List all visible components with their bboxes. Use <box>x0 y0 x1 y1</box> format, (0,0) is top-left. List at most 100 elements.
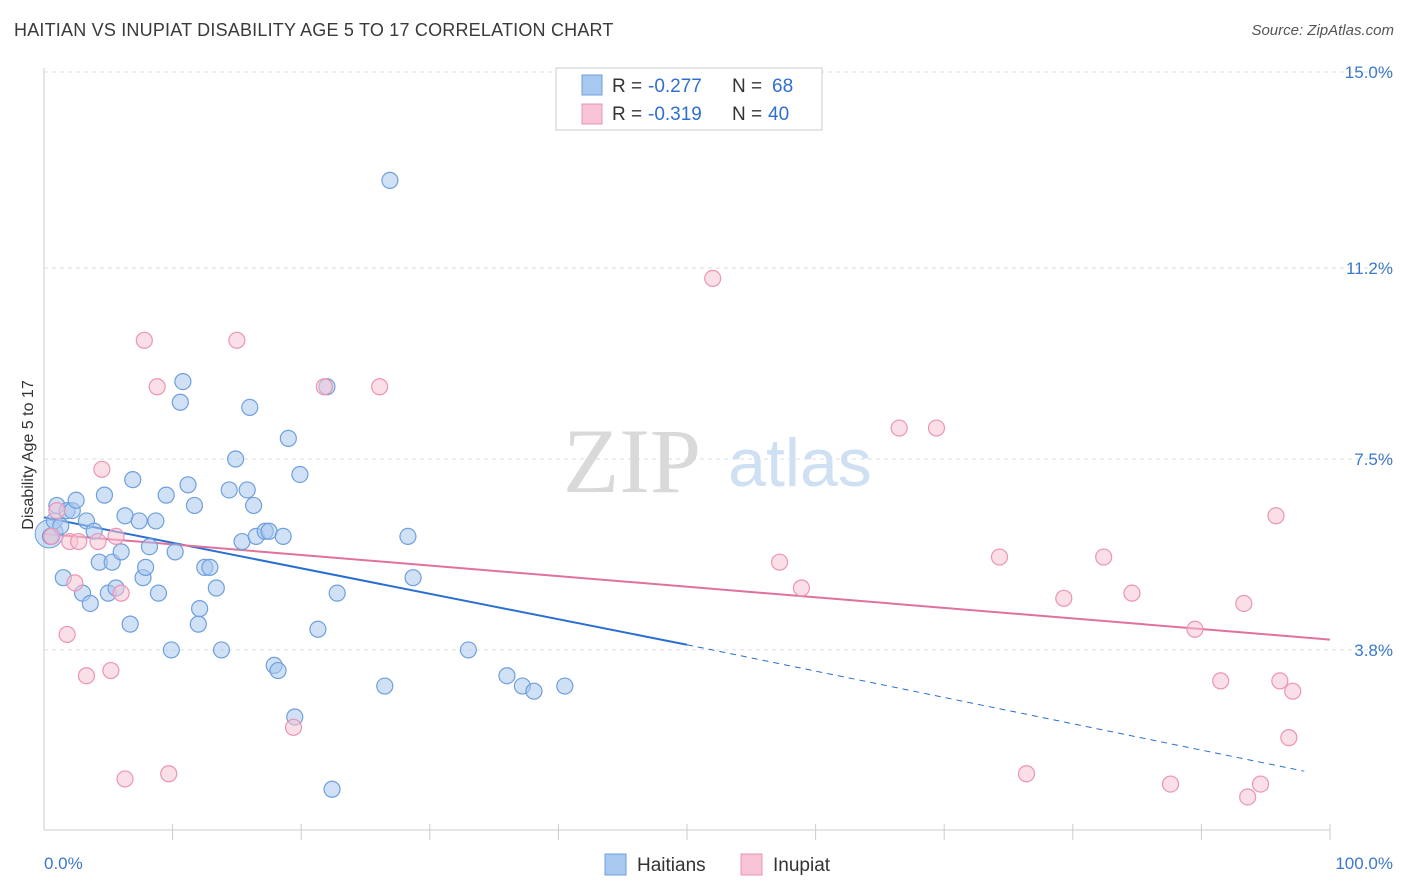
haitians-point-26 <box>149 584 168 602</box>
legend-swatch-inupiat <box>581 103 603 125</box>
inupiat-point-21 <box>770 553 789 571</box>
inupiat-point-0 <box>43 527 61 546</box>
inupiat-point-12 <box>116 770 134 788</box>
inupiat-point-8 <box>93 460 111 478</box>
haitians-point-43 <box>238 481 256 499</box>
inupiat-point-22 <box>792 579 811 597</box>
haitians-point-32 <box>179 476 197 494</box>
inupiat-point-25 <box>990 548 1009 566</box>
y-tick-label-1: 7.5% <box>1354 450 1393 469</box>
haitians-point-33 <box>185 496 204 515</box>
legend-box: R = -0.277 N = 68 R = -0.319 N = 40 <box>555 67 823 131</box>
inupiat-point-2 <box>58 625 76 644</box>
haitians-point-35 <box>191 600 209 618</box>
source-label: Source: ZipAtlas.com <box>1251 22 1394 39</box>
legend-r-label-1: R = <box>612 76 642 97</box>
watermark-atlas: atlas <box>728 425 872 501</box>
y-tick-label-0: 3.8% <box>1354 641 1393 660</box>
inupiat-point-30 <box>1161 775 1180 793</box>
inupiat-point-34 <box>1239 788 1257 806</box>
legend-r-value-1: -0.277 <box>648 76 702 97</box>
trend-lines <box>43 516 1331 772</box>
x-tick-label-min: 0.0% <box>44 854 83 873</box>
haitians-point-39 <box>212 641 231 659</box>
inupiat-point-26 <box>1017 765 1036 783</box>
inupiat-point-27 <box>1055 589 1073 607</box>
haitians-point-63 <box>459 641 477 659</box>
haitians-point-41 <box>227 450 245 468</box>
inupiat-point-18 <box>315 378 333 396</box>
inupiat-point-15 <box>160 765 178 783</box>
inupiat-point-20 <box>704 269 722 287</box>
inupiat-point-36 <box>1267 507 1285 525</box>
haitians-point-23 <box>136 558 155 576</box>
axes <box>43 68 1331 840</box>
haitians-point-61 <box>399 527 417 546</box>
inupiat-point-1 <box>48 502 66 520</box>
inupiat-point-33 <box>1235 594 1253 613</box>
inupiat-point-19 <box>371 378 389 396</box>
y-tick-label-3: 15.0% <box>1345 63 1393 82</box>
haitians-point-21 <box>130 512 148 530</box>
inupiat-point-10 <box>107 527 125 546</box>
haitians-point-27 <box>157 486 175 504</box>
inupiat-point-31 <box>1186 620 1204 638</box>
haitians-point-57 <box>323 780 341 798</box>
inupiat-point-7 <box>89 532 107 551</box>
haitians-point-20 <box>124 471 142 489</box>
y-tick-label-2: 11.2% <box>1346 259 1393 278</box>
haitians-point-59 <box>376 677 394 695</box>
haitians-point-60 <box>381 171 399 189</box>
inupiat-point-28 <box>1095 548 1113 566</box>
haitians-point-30 <box>171 393 189 411</box>
haitians-point-10 <box>81 594 99 613</box>
haitians-point-17 <box>112 543 130 561</box>
haitians-trend-line-extension <box>686 644 1305 772</box>
bottom-legend-swatch-inupiat <box>740 853 763 876</box>
haitians-point-45 <box>245 496 263 515</box>
haitians-point-50 <box>269 661 287 680</box>
haitians-point-62 <box>404 569 422 587</box>
legend-n-value-2: 40 <box>768 104 789 125</box>
y-axis-title: Disability Age 5 to 17 <box>20 380 37 530</box>
haitians-point-40 <box>220 481 238 499</box>
bottom-legend: Haitians Inupiat <box>604 853 831 876</box>
inupiat-point-29 <box>1123 584 1141 602</box>
haitians-point-31 <box>174 373 192 391</box>
inupiat-point-13 <box>135 331 153 349</box>
inupiat-point-17 <box>284 718 303 736</box>
haitians-point-25 <box>147 512 165 530</box>
haitians-point-38 <box>207 579 225 597</box>
haitians-point-54 <box>291 465 309 484</box>
haitians-point-44 <box>241 398 259 416</box>
haitians-point-24 <box>140 538 159 556</box>
haitians-point-51 <box>274 527 292 546</box>
inupiat-point-24 <box>927 419 946 437</box>
inupiat-point-14 <box>148 378 166 396</box>
legend-swatch-haitians <box>581 74 603 96</box>
bottom-legend-swatch-haitians <box>604 853 627 876</box>
haitians-point-64 <box>498 667 516 685</box>
inupiat-point-4 <box>66 574 84 592</box>
inupiat-point-32 <box>1212 672 1230 690</box>
inupiat-point-9 <box>102 661 120 680</box>
inupiat-point-38 <box>1280 729 1298 747</box>
chart-title: HAITIAN VS INUPIAT DISABILITY AGE 5 TO 1… <box>14 20 614 40</box>
watermark-zip: ZIP <box>563 410 701 512</box>
haitians-point-13 <box>95 486 114 504</box>
haitians-point-37 <box>201 558 219 576</box>
haitians-point-55 <box>309 620 327 638</box>
inupiat-trend-line <box>43 532 1331 641</box>
y-tick-labels: 3.8% 7.5% 11.2% 15.0% <box>1345 63 1393 660</box>
data-points <box>34 171 1302 806</box>
bottom-legend-label-inupiat: Inupiat <box>773 855 831 876</box>
legend-n-label-1: N = <box>732 76 762 97</box>
grid-lines <box>44 71 1395 651</box>
haitians-point-58 <box>328 584 346 602</box>
inupiat-point-39 <box>1284 682 1302 700</box>
x-tick-label-max: 100.0% <box>1335 854 1393 873</box>
haitians-point-66 <box>525 682 543 700</box>
legend-r-value-2: -0.319 <box>648 104 702 125</box>
inupiat-point-5 <box>70 532 88 551</box>
